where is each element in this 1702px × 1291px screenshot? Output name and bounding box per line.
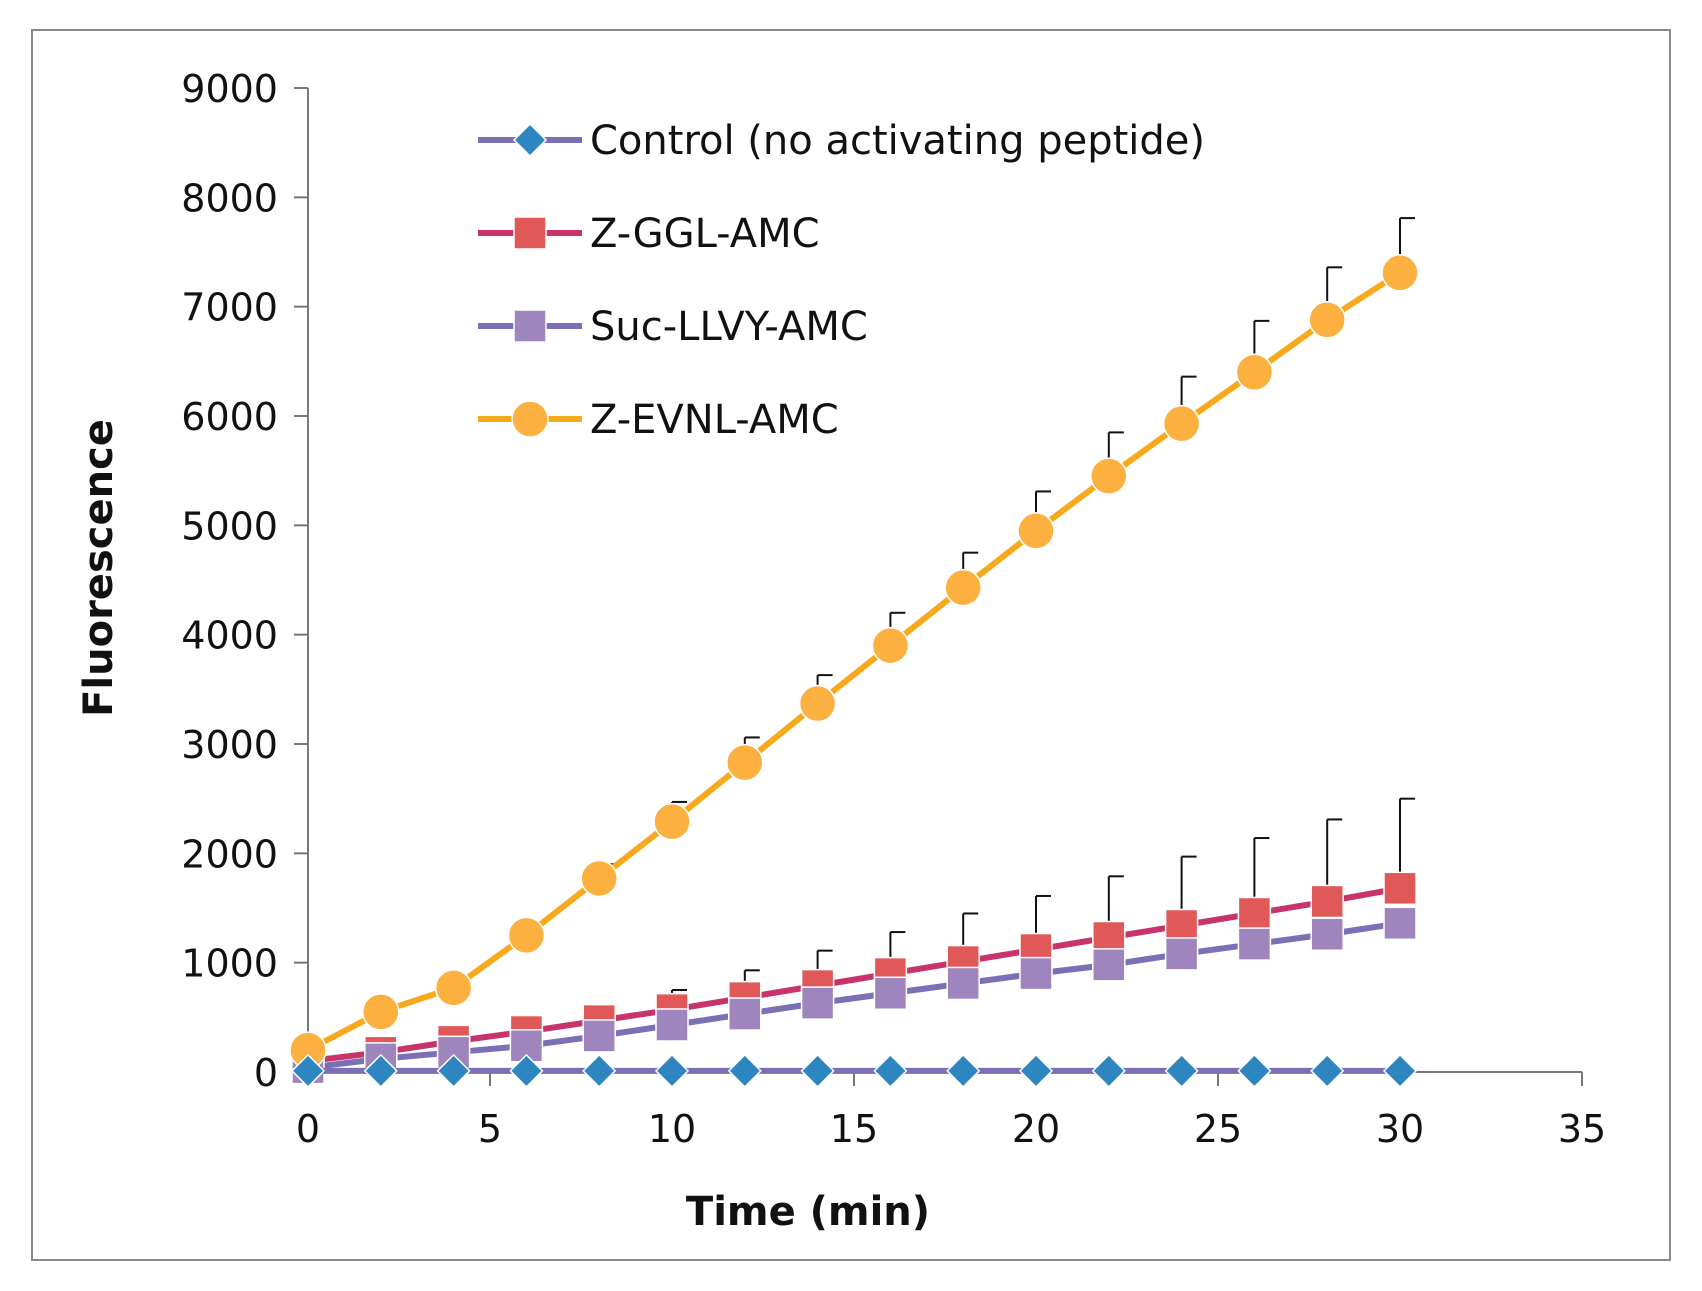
data-point — [871, 626, 910, 665]
data-point — [1383, 906, 1417, 941]
series-line — [307, 885, 1401, 1065]
data-point — [363, 1053, 398, 1088]
data-point — [362, 993, 400, 1031]
data-point — [800, 1053, 835, 1088]
data-point — [1091, 1053, 1126, 1088]
series-line — [307, 920, 1401, 1071]
data-point — [1090, 457, 1128, 495]
data-point — [946, 1053, 981, 1088]
y-tick-label: 9000 — [181, 67, 278, 111]
data-point — [653, 802, 691, 841]
data-point — [580, 859, 618, 898]
y-tick-label: 0 — [254, 1051, 278, 1095]
legend-swatch-marker — [511, 400, 549, 438]
y-tick-label: 5000 — [181, 504, 278, 548]
legend-swatch-marker — [513, 309, 547, 343]
data-point — [290, 1053, 326, 1088]
data-point — [726, 743, 764, 782]
data-point — [1164, 908, 1199, 943]
x-tick-label: 20 — [1012, 1107, 1060, 1151]
data-point — [1018, 1053, 1054, 1088]
data-point — [1017, 512, 1055, 550]
legend-label: Control (no activating peptide) — [590, 118, 1205, 164]
x-tick-label: 5 — [478, 1107, 502, 1151]
data-point — [1164, 1053, 1199, 1088]
data-point — [1235, 353, 1274, 392]
data-point — [654, 1053, 690, 1088]
data-point — [1310, 884, 1344, 919]
data-point — [873, 976, 908, 1011]
data-point — [728, 997, 762, 1031]
data-point — [1237, 896, 1272, 931]
data-point — [1162, 404, 1201, 443]
legend: Control (no activating peptide) Z-GGL-AMC… — [478, 118, 1205, 443]
data-point — [1164, 937, 1199, 971]
series-control-no-activating-peptide — [290, 1053, 1418, 1088]
y-tick-label: 4000 — [181, 614, 278, 658]
data-point — [727, 1053, 762, 1088]
legend-entry: Z-EVNL-AMC — [478, 397, 839, 443]
data-point — [944, 568, 982, 607]
x-axis-title: Time (min) — [686, 1189, 930, 1235]
data-point — [1237, 927, 1272, 961]
x-tick-label: 0 — [296, 1107, 320, 1151]
data-point — [655, 1008, 689, 1042]
data-point — [1310, 1053, 1345, 1088]
data-point — [1381, 254, 1419, 292]
y-tick-label: 8000 — [181, 176, 278, 220]
x-tick-label: 10 — [648, 1107, 696, 1151]
data-point — [1310, 917, 1344, 951]
legend-entry: Z-GGL-AMC — [478, 211, 820, 257]
legend-label: Z-EVNL-AMC — [590, 397, 839, 443]
axes-layer: 0 1000 2000 3000 4000 5000 6000 7000 8000 9000 0 5 1… — [181, 67, 1606, 1151]
data-point — [582, 1053, 617, 1088]
x-tick-label: 15 — [830, 1107, 878, 1151]
data-point — [1237, 1053, 1272, 1088]
y-tick-label: 6000 — [181, 395, 278, 439]
data-point — [509, 1053, 544, 1088]
data-point — [507, 916, 546, 955]
data-point — [1383, 871, 1417, 906]
x-tick-label: 25 — [1194, 1107, 1242, 1151]
x-tick-label: 30 — [1376, 1107, 1424, 1151]
y-tick-label: 3000 — [181, 723, 278, 767]
data-point — [582, 1019, 616, 1053]
data-point — [1019, 956, 1053, 991]
data-point — [798, 684, 837, 723]
legend-swatch-marker — [512, 122, 548, 158]
data-point — [1308, 301, 1346, 339]
data-point — [800, 986, 835, 1020]
data-point — [436, 1053, 471, 1088]
data-point — [873, 1053, 908, 1088]
legend-label: Suc-LLVY-AMC — [590, 304, 868, 350]
y-tick-label: 7000 — [181, 286, 278, 330]
y-axis-title: Fluorescence — [76, 419, 122, 717]
series-layer — [289, 254, 1419, 1088]
data-point — [434, 969, 473, 1007]
legend-swatch-marker — [513, 216, 547, 250]
data-point — [1382, 1053, 1418, 1088]
series-line — [306, 270, 1402, 1053]
legend-label: Z-GGL-AMC — [590, 211, 820, 257]
data-point — [946, 966, 980, 1001]
legend-entry: Control (no activating peptide) — [478, 118, 1205, 164]
legend-entry: Suc-LLVY-AMC — [478, 304, 868, 350]
data-point — [1092, 948, 1126, 982]
series-z-evnl-amc — [289, 254, 1419, 1069]
y-tick-label: 2000 — [181, 832, 278, 876]
series-suc-llvy-amc — [291, 906, 1417, 1085]
x-tick-label: 35 — [1558, 1107, 1606, 1151]
y-tick-label: 1000 — [181, 942, 278, 986]
